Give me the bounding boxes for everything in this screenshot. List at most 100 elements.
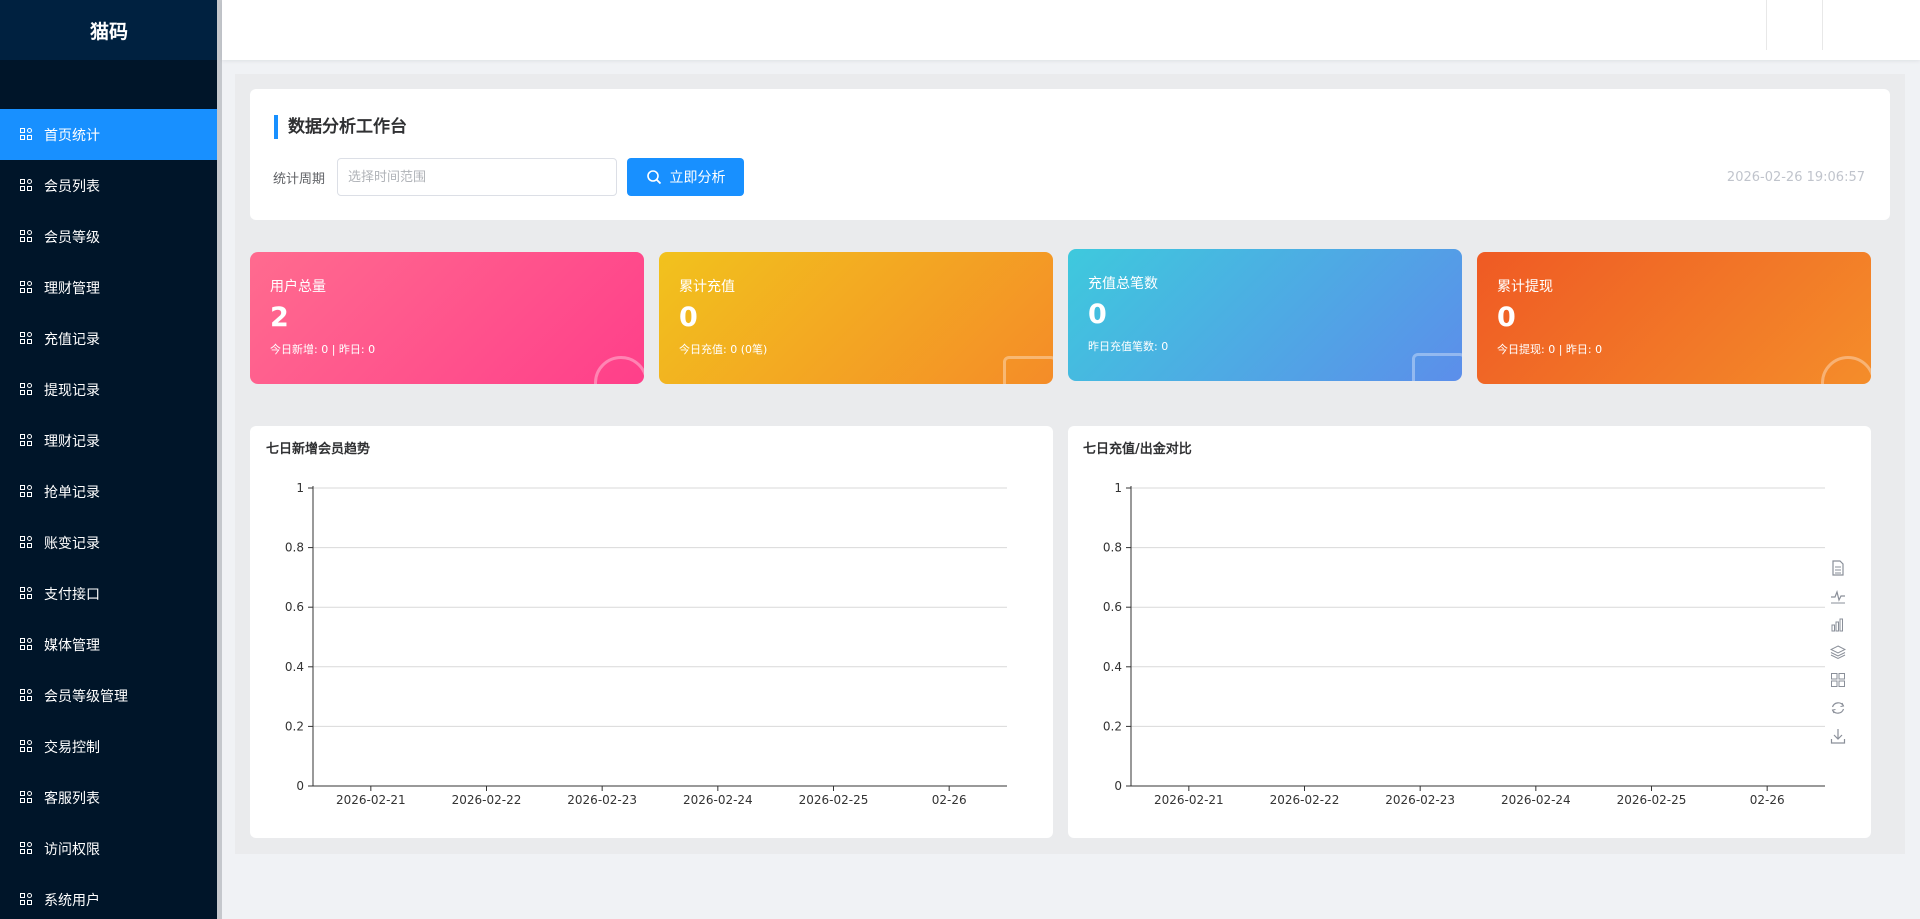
user-icon (594, 356, 644, 384)
stat-card-recharge[interactable]: 累计充值 0 今日充值: 0 (0笔) (659, 252, 1053, 384)
stat-value: 0 (679, 302, 698, 333)
bar-chart-icon[interactable] (1830, 616, 1846, 632)
x-tick-label: 2026-02-22 (452, 793, 522, 807)
chart-card-recharge (1068, 426, 1871, 838)
sidebar-item-label: 会员等级 (44, 229, 100, 246)
sidebar-scrollbar[interactable] (217, 0, 222, 919)
timestamp: 2026-02-26 19:06:57 (1726, 170, 1865, 185)
sidebar-item[interactable]: 会员等级 (0, 211, 218, 262)
sidebar-item[interactable]: 账变记录 (0, 517, 218, 568)
y-tick-label: 0 (296, 779, 304, 793)
sidebar-item-label: 提现记录 (44, 382, 100, 399)
stat-card-users[interactable]: 用户总量 2 今日新增: 0 | 昨日: 0 (250, 252, 644, 384)
sidebar-item[interactable]: 客服列表 (0, 772, 218, 823)
sidebar-item[interactable]: 首页统计 (0, 109, 218, 160)
y-tick-label: 0.2 (1103, 719, 1122, 733)
x-tick-label: 2026-02-23 (567, 793, 637, 807)
stat-label: 充值总笔数 (1088, 276, 1158, 292)
stat-value: 0 (1088, 299, 1107, 330)
search-icon (646, 170, 661, 185)
stat-sub: 今日充值: 0 (0笔) (679, 343, 768, 356)
sidebar-item-label: 充值记录 (44, 331, 100, 348)
stat-value: 0 (1497, 302, 1516, 333)
x-tick-label: 02-26 (932, 793, 967, 807)
sidebar-item[interactable]: 会员等级管理 (0, 670, 218, 721)
stat-sub: 昨日充值笔数: 0 (1088, 340, 1169, 353)
app-logo: 猫码 (0, 0, 218, 60)
period-label: 统计周期 (273, 172, 326, 187)
analyze-button[interactable]: 立即分析 (627, 158, 744, 196)
y-tick-label: 0.8 (1103, 541, 1122, 555)
sidebar-item[interactable]: 交易控制 (0, 721, 218, 772)
chart-card-members (250, 426, 1053, 838)
y-tick-label: 0.4 (1103, 660, 1122, 674)
analysis-panel (250, 89, 1890, 220)
x-tick-label: 2026-02-25 (1617, 793, 1687, 807)
stat-label: 用户总量 (270, 279, 326, 295)
y-tick-label: 0.8 (285, 541, 304, 555)
help-icon (1003, 356, 1053, 384)
sidebar-item[interactable]: 提现记录 (0, 364, 218, 415)
data-view-icon[interactable] (1830, 560, 1846, 576)
sidebar-item-label: 账变记录 (44, 535, 100, 552)
chart-toolbox (1830, 560, 1850, 756)
header-divider (1766, 0, 1767, 50)
chart-title: 七日充值/出金对比 (1083, 442, 1192, 457)
sidebar-item-label: 会员列表 (44, 178, 100, 195)
stat-card-withdraw[interactable]: 累计提现 0 今日提现: 0 | 昨日: 0 (1477, 252, 1871, 384)
restore-icon[interactable] (1830, 700, 1846, 716)
sidebar-item-label: 媒体管理 (44, 637, 100, 654)
document-icon (1412, 353, 1462, 381)
menu-grid-icon (20, 128, 33, 141)
menu-grid-icon (20, 332, 33, 345)
top-header (222, 0, 1920, 60)
sidebar-item[interactable]: 理财记录 (0, 415, 218, 466)
sidebar-item[interactable]: 支付接口 (0, 568, 218, 619)
x-tick-label: 2026-02-22 (1270, 793, 1340, 807)
recharge-compare-chart[interactable]: 0 0.2 0.4 0.6 0.8 1 2026-02-21 2026-02-22 2026-0… (1068, 466, 1871, 826)
stat-label: 累计提现 (1497, 279, 1553, 295)
x-tick-label: 2026-02-21 (1154, 793, 1224, 807)
sidebar-item[interactable]: 媒体管理 (0, 619, 218, 670)
sidebar-item-label: 交易控制 (44, 739, 100, 756)
sidebar-item-label: 访问权限 (44, 841, 100, 858)
save-image-icon[interactable] (1830, 728, 1846, 744)
sidebar-item-label: 支付接口 (44, 586, 100, 603)
y-tick-label: 0 (1114, 779, 1122, 793)
menu-grid-icon (20, 587, 33, 600)
stat-card-recharge-count[interactable]: 充值总笔数 0 昨日充值笔数: 0 (1068, 249, 1462, 381)
sidebar-item-label: 理财记录 (44, 433, 100, 450)
header-divider (1822, 0, 1823, 50)
sidebar-item-label: 系统用户 (44, 892, 100, 909)
x-tick-label: 2026-02-24 (683, 793, 753, 807)
sidebar-item[interactable]: 充值记录 (0, 313, 218, 364)
stat-sub: 今日提现: 0 | 昨日: 0 (1497, 343, 1603, 356)
sidebar-item-label: 客服列表 (44, 790, 100, 807)
y-tick-label: 0.6 (1103, 600, 1122, 614)
y-tick-label: 0.6 (285, 600, 304, 614)
sidebar-item[interactable]: 系统用户 (0, 874, 218, 919)
sidebar-menu: 首页统计会员列表会员等级理财管理充值记录提现记录理财记录抢单记录账变记录支付接口… (0, 109, 218, 919)
member-trend-chart[interactable]: 0 0.2 0.4 0.6 0.8 1 2026-02-21 2026-02-22 2026-0… (250, 466, 1053, 826)
tiled-icon[interactable] (1830, 672, 1846, 688)
dollar-icon (1821, 356, 1871, 384)
chart-title: 七日新增会员趋势 (266, 442, 371, 457)
y-tick-label: 0.2 (285, 719, 304, 733)
sidebar-item-label: 抢单记录 (44, 484, 100, 501)
sidebar-item[interactable]: 会员列表 (0, 160, 218, 211)
menu-grid-icon (20, 230, 33, 243)
date-range-input[interactable] (337, 158, 617, 196)
line-chart-icon[interactable] (1830, 588, 1846, 604)
menu-grid-icon (20, 536, 33, 549)
menu-grid-icon (20, 383, 33, 396)
x-tick-label: 2026-02-23 (1385, 793, 1455, 807)
menu-grid-icon (20, 791, 33, 804)
sidebar-item[interactable]: 理财管理 (0, 262, 218, 313)
stack-icon[interactable] (1830, 644, 1846, 660)
menu-grid-icon (20, 842, 33, 855)
menu-grid-icon (20, 179, 33, 192)
menu-grid-icon (20, 893, 33, 906)
page-title: 数据分析工作台 (274, 115, 407, 139)
sidebar-item[interactable]: 访问权限 (0, 823, 218, 874)
sidebar-item[interactable]: 抢单记录 (0, 466, 218, 517)
